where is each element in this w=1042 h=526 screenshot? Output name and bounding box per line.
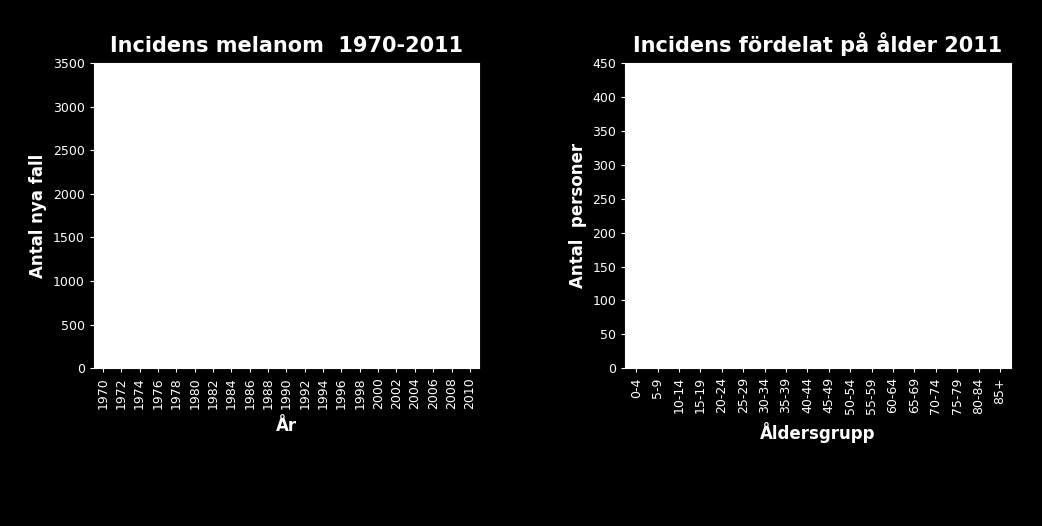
X-axis label: Åldersgrupp: Åldersgrupp [761, 422, 876, 443]
Y-axis label: Antal nya fall: Antal nya fall [29, 154, 47, 278]
Title: Incidens melanom  1970-2011: Incidens melanom 1970-2011 [109, 36, 463, 56]
Y-axis label: Antal  personer: Antal personer [569, 143, 587, 288]
Title: Incidens fördelat på ålder 2011: Incidens fördelat på ålder 2011 [634, 32, 1002, 56]
X-axis label: År: År [276, 418, 297, 436]
